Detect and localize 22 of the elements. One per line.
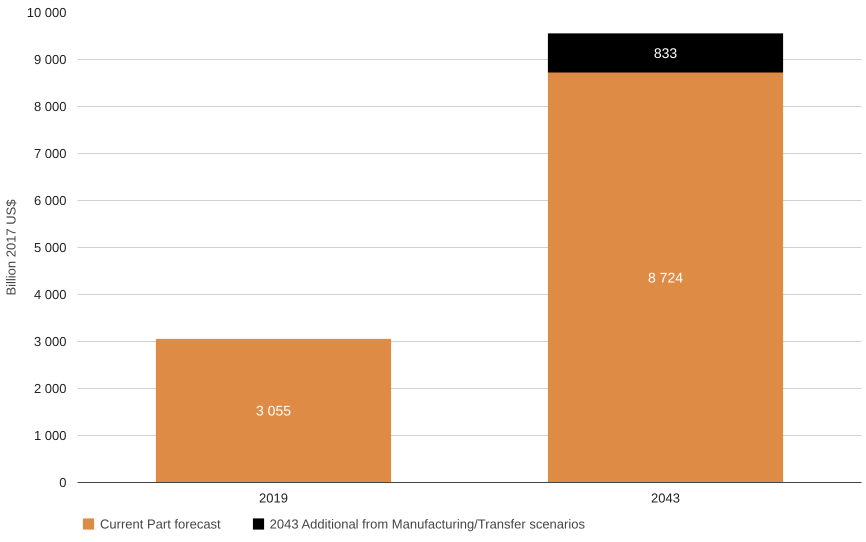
y-tick-label: 6 000 (34, 193, 67, 208)
y-tick-label: 5 000 (34, 240, 67, 255)
data-label: 8 724 (648, 269, 684, 286)
y-axis-title: Billion 2017 US$ (4, 198, 19, 296)
bar (156, 338, 392, 482)
data-label: 3 055 (256, 402, 292, 419)
legend-label: Current Part forecast (100, 516, 221, 531)
data-label: 833 (654, 44, 678, 61)
y-tick-label: 2 000 (34, 381, 67, 396)
y-tick-label: 3 000 (34, 334, 67, 349)
y-tick-label: 8 000 (34, 99, 67, 114)
x-tick-label: 2043 (651, 490, 680, 506)
legend-label: 2043 Additional from Manufacturing/Transfer scenarios (270, 516, 585, 531)
bar (548, 72, 784, 482)
x-tick-label: 2019 (259, 490, 288, 506)
bar (548, 33, 784, 72)
y-tick-label: 4 000 (34, 287, 67, 302)
y-tick-label: 1 000 (34, 428, 67, 443)
y-tick-label: 10 000 (26, 5, 67, 20)
y-tick-label: 7 000 (34, 146, 67, 161)
y-tick-label: 0 (59, 475, 67, 490)
y-tick-label: 9 000 (34, 52, 67, 67)
